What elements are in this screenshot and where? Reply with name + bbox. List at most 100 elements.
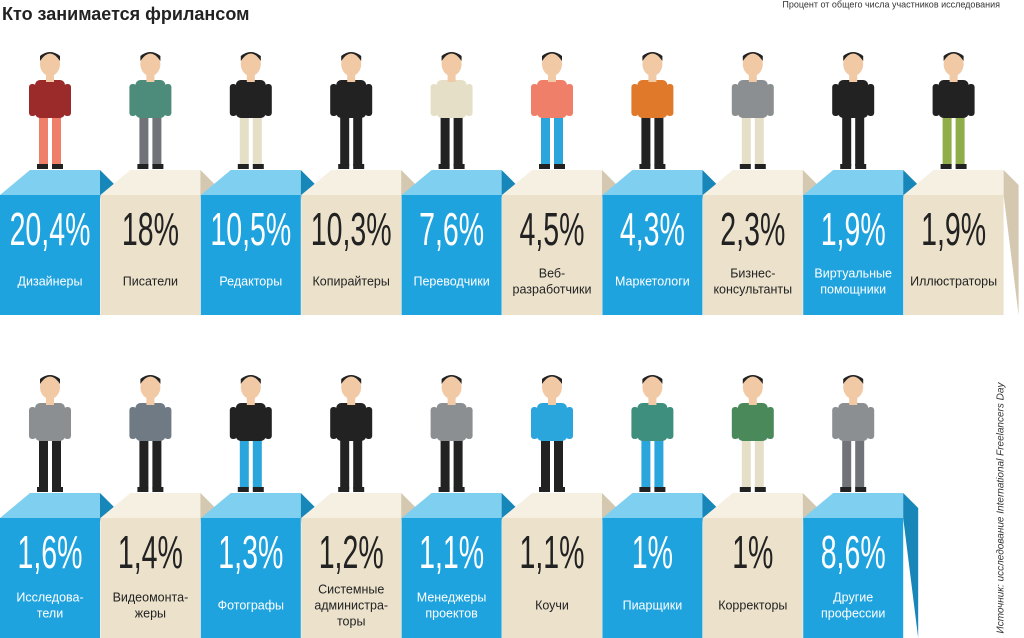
label: Исследова- (16, 590, 83, 604)
shoe (539, 164, 550, 169)
block-top (602, 493, 703, 518)
torso (637, 403, 668, 441)
block-front (502, 195, 602, 315)
arm (731, 84, 739, 116)
neck (447, 397, 456, 405)
hair (40, 52, 60, 61)
label: консультанты (713, 282, 792, 296)
hair (742, 375, 763, 384)
torso (235, 403, 266, 441)
hair (40, 375, 60, 384)
head (441, 375, 462, 399)
block-top (502, 493, 602, 518)
shoe (252, 487, 264, 492)
block: 8,6% Другие профессии (803, 375, 919, 638)
hair (240, 52, 261, 61)
arm (164, 84, 172, 116)
shoe (353, 487, 365, 492)
person (229, 375, 272, 492)
leg (842, 437, 852, 489)
arm (731, 407, 739, 439)
arm (330, 407, 338, 439)
hair (742, 52, 763, 61)
block-front (401, 518, 502, 638)
block: 1,1% Коучи (502, 375, 617, 638)
neck (548, 74, 556, 82)
block-top (602, 170, 703, 195)
leg (453, 437, 463, 489)
head (742, 52, 763, 76)
shoe (739, 487, 751, 492)
block-front (602, 518, 703, 638)
torso (537, 403, 567, 441)
label: профессии (821, 606, 885, 620)
leg (340, 114, 350, 166)
person (531, 375, 573, 492)
shoe (654, 164, 666, 169)
hair (140, 375, 161, 384)
leg (239, 437, 249, 489)
arm (264, 84, 272, 116)
leg (842, 114, 852, 166)
shoe (237, 164, 249, 169)
leg (754, 114, 764, 166)
shoe (137, 487, 149, 492)
arm (566, 84, 573, 116)
block-front (0, 195, 100, 315)
person (731, 375, 774, 492)
arm (666, 407, 674, 439)
leg (541, 114, 550, 166)
neck (347, 74, 356, 82)
person (731, 52, 774, 169)
label: Веб- (539, 266, 565, 280)
leg (942, 114, 952, 166)
percent: 1,1% (520, 527, 585, 579)
hair (341, 375, 362, 384)
block: 18% Писатели (100, 52, 216, 315)
person (129, 52, 172, 169)
block-front (401, 195, 502, 315)
hair (642, 52, 663, 61)
shoe (338, 487, 350, 492)
leg (152, 114, 162, 166)
shoe (855, 164, 867, 169)
arm (832, 407, 840, 439)
neck (648, 397, 657, 405)
arm (430, 407, 438, 439)
block: 1,1% Менеджеры проектов (401, 375, 517, 638)
arm (531, 84, 538, 116)
leg (39, 437, 48, 489)
shoe (37, 164, 48, 169)
leg (353, 437, 363, 489)
head (542, 52, 562, 76)
arm (430, 84, 438, 116)
leg (554, 114, 563, 166)
block-side (1003, 170, 1019, 315)
torso (336, 403, 367, 441)
hair (542, 375, 562, 384)
block-front (803, 195, 904, 315)
hair (843, 52, 864, 61)
head (240, 375, 261, 399)
block-top (100, 170, 201, 195)
block-top (301, 170, 402, 195)
person (330, 52, 373, 169)
arm (631, 84, 639, 116)
leg (654, 114, 664, 166)
leg (440, 437, 450, 489)
leg (855, 114, 865, 166)
torso (336, 80, 367, 118)
shoe (137, 164, 149, 169)
person (531, 52, 573, 169)
percent: 1% (632, 527, 673, 579)
percent: 1% (732, 527, 773, 579)
shoe (639, 487, 651, 492)
torso (537, 80, 567, 118)
block-front (602, 195, 703, 315)
block: 1,3% Фотографы (200, 375, 316, 638)
block: 1,6% Исследова-тели (0, 375, 115, 638)
block: 10,5% Редакторы (200, 52, 316, 315)
neck (748, 397, 757, 405)
block-front (702, 195, 803, 315)
block: 1,2% Системные администра-торы (301, 375, 417, 638)
